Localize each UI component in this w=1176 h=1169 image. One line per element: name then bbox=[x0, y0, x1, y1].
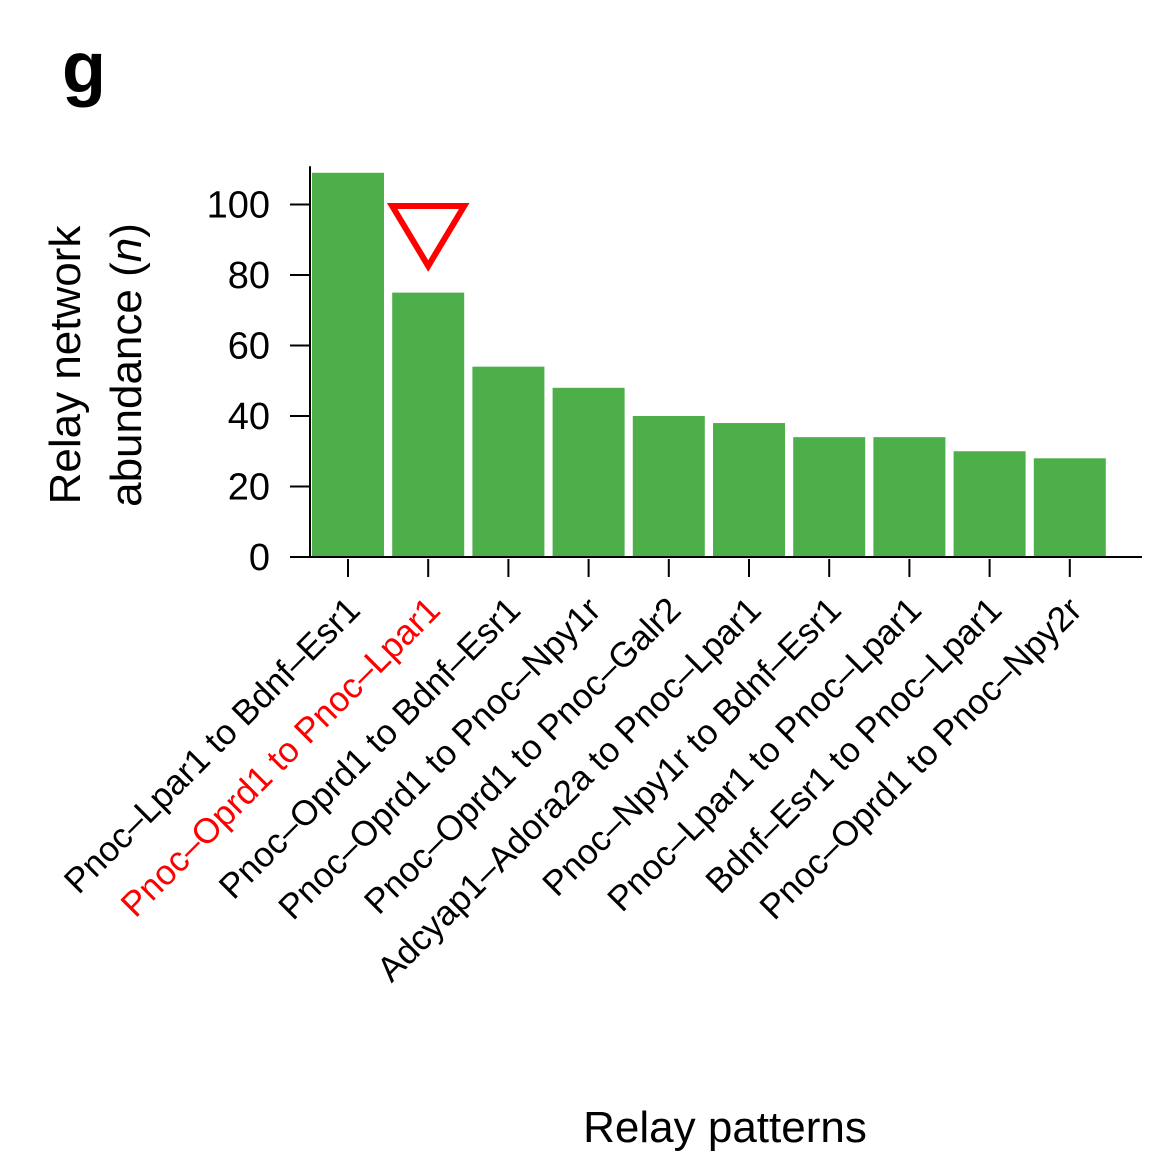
y-tick-label: 0 bbox=[249, 537, 270, 579]
y-axis-title-line1: Relay network bbox=[41, 225, 90, 505]
highlight-triangle-marker bbox=[386, 203, 470, 272]
panel-label: g bbox=[62, 28, 106, 108]
bar-2 bbox=[392, 292, 465, 557]
y-tick-label: 60 bbox=[228, 326, 270, 368]
bar-8 bbox=[873, 437, 946, 557]
bar-5 bbox=[632, 416, 705, 557]
bar-7 bbox=[793, 437, 866, 557]
x-axis-title: Relay patterns bbox=[583, 1103, 867, 1152]
y-tick-label: 40 bbox=[228, 396, 270, 438]
bar-6 bbox=[713, 423, 785, 557]
bar-9 bbox=[953, 451, 1026, 557]
bars-group bbox=[312, 172, 1106, 557]
y-tick-label: 80 bbox=[228, 255, 270, 297]
bar-10 bbox=[1033, 458, 1106, 557]
y-axis-title-prefix: abundance ( bbox=[102, 262, 151, 507]
y-axis-title-suffix: ) bbox=[102, 223, 151, 238]
y-axis-title-italic: n bbox=[102, 238, 151, 262]
y-tick-label: 100 bbox=[207, 185, 270, 227]
bar-4 bbox=[552, 387, 625, 557]
bar-3 bbox=[472, 366, 545, 557]
bar-1 bbox=[312, 172, 384, 557]
y-axis-title-line2: abundance (n) bbox=[102, 223, 151, 507]
x-ticks-group bbox=[347, 559, 1071, 577]
y-ticks-group: 0 20 40 60 80 100 bbox=[207, 185, 310, 579]
y-tick-label: 20 bbox=[228, 467, 270, 509]
